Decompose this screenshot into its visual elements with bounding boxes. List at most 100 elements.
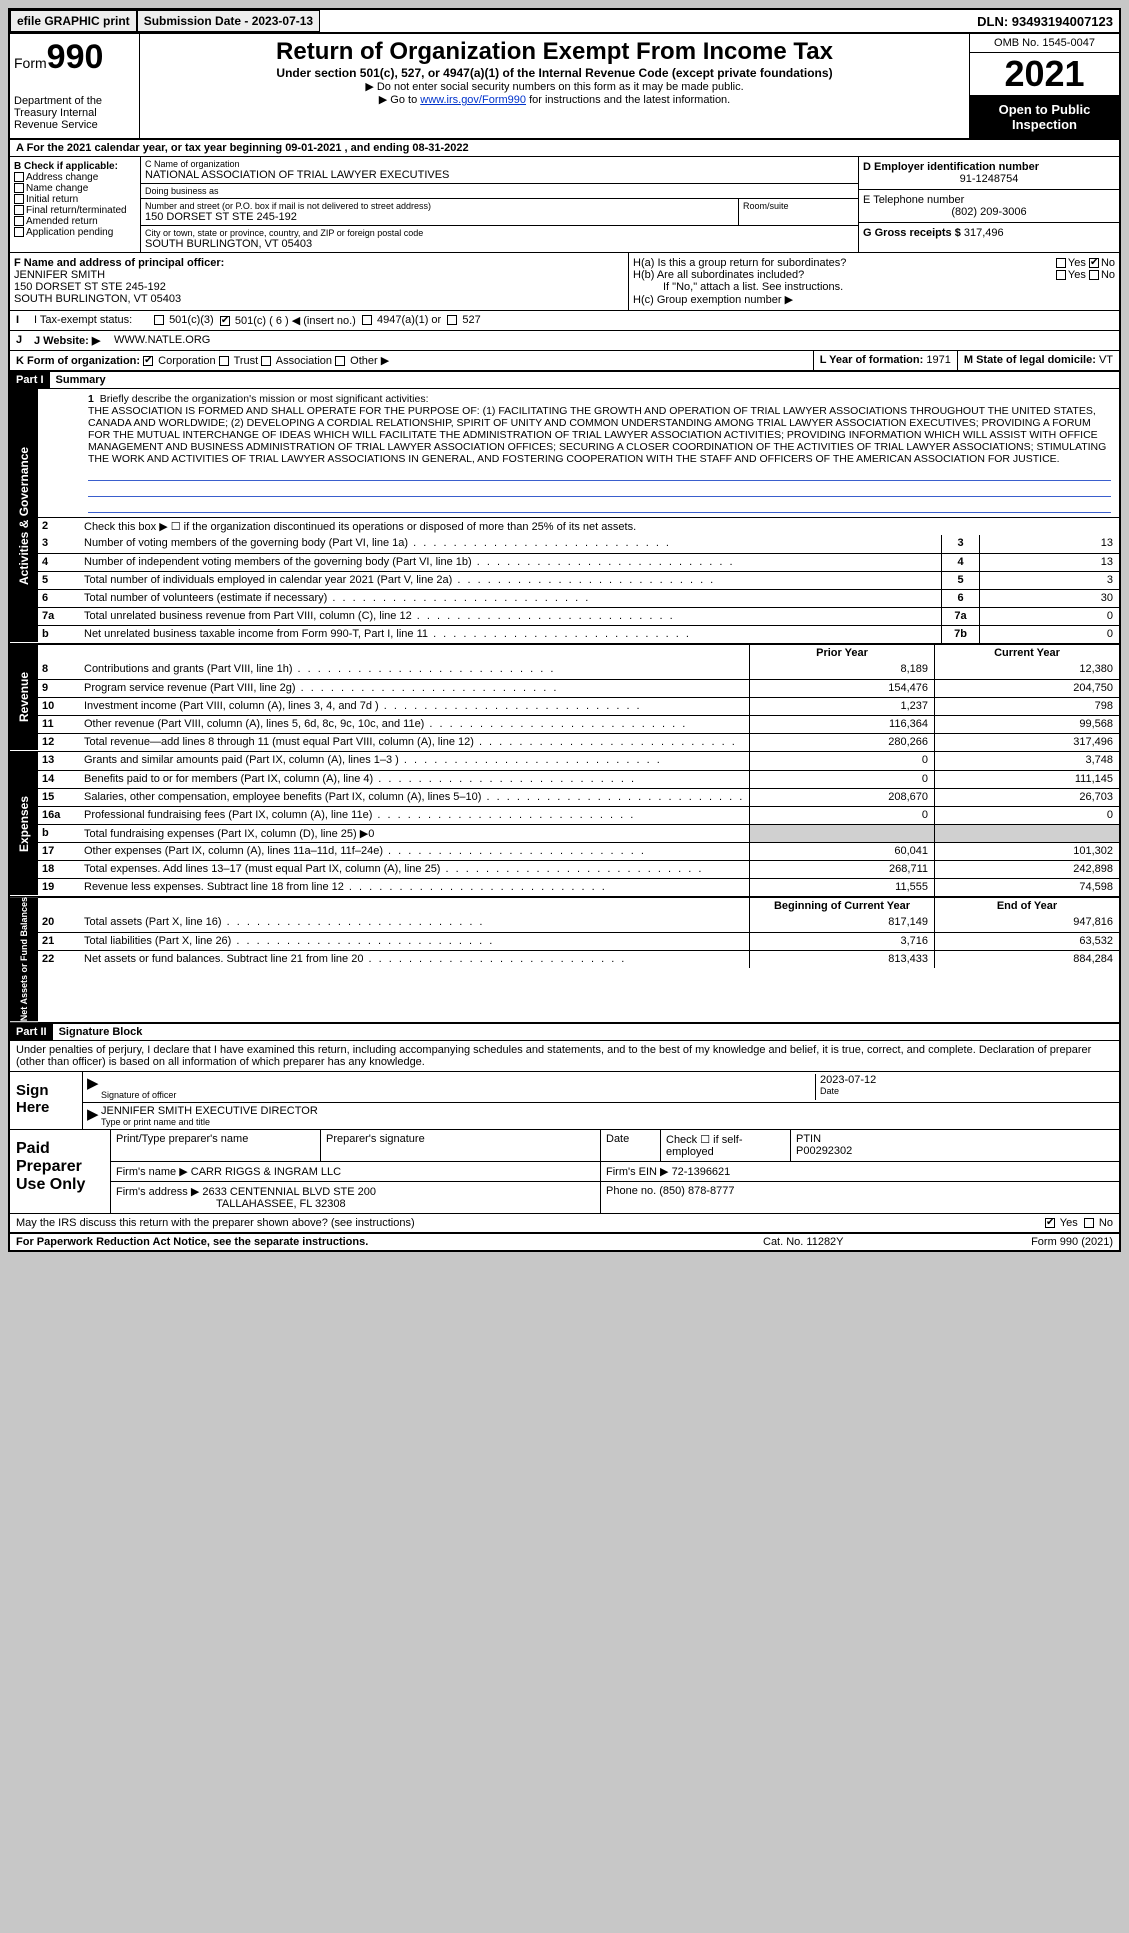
f-label: F Name and address of principal officer: — [14, 257, 624, 269]
phone-label: E Telephone number — [863, 194, 1115, 206]
tab-expenses: Expenses — [10, 752, 38, 896]
row-i: I I Tax-exempt status: 501(c)(3) 501(c) … — [10, 311, 1119, 331]
line-9: 9Program service revenue (Part VIII, lin… — [38, 679, 1119, 697]
h-c: H(c) Group exemption number ▶ — [633, 293, 1115, 306]
h-b2: If "No," attach a list. See instructions… — [633, 281, 1115, 293]
line-19: 19Revenue less expenses. Subtract line 1… — [38, 878, 1119, 896]
line-b: bTotal fundraising expenses (Part IX, co… — [38, 824, 1119, 842]
b-item-3[interactable]: Final return/terminated — [14, 205, 136, 216]
j-label: J Website: ▶ — [34, 334, 114, 347]
ein-label: D Employer identification number — [863, 161, 1115, 173]
discuss-no[interactable]: No — [1084, 1217, 1113, 1229]
form-990-page: efile GRAPHIC print Submission Date - 20… — [8, 8, 1121, 1252]
line-18: 18Total expenses. Add lines 13–17 (must … — [38, 860, 1119, 878]
col-d: D Employer identification number 91-1248… — [859, 157, 1119, 252]
footer-left: For Paperwork Reduction Act Notice, see … — [16, 1236, 763, 1248]
prep-date-label: Date — [601, 1130, 661, 1161]
h-a: H(a) Is this a group return for subordin… — [633, 257, 1115, 269]
paid-preparer: Paid Preparer Use Only — [10, 1130, 110, 1213]
title: Return of Organization Exempt From Incom… — [144, 38, 965, 66]
expenses-section: Expenses 13Grants and similar amounts pa… — [10, 752, 1119, 897]
i-label: I Tax-exempt status: — [34, 314, 154, 327]
topbar: efile GRAPHIC print Submission Date - 20… — [10, 10, 1119, 34]
line-20: 20Total assets (Part X, line 16)817,1499… — [38, 914, 1119, 932]
subtitle: Under section 501(c), 527, or 4947(a)(1)… — [144, 66, 965, 80]
ptin-label: PTIN — [796, 1133, 821, 1145]
line-3: 3Number of voting members of the governi… — [38, 535, 1119, 553]
line-17: 17Other expenses (Part IX, column (A), l… — [38, 842, 1119, 860]
col-b: B Check if applicable: Address change Na… — [10, 157, 140, 252]
b-item-2[interactable]: Initial return — [14, 194, 136, 205]
line-8: 8Contributions and grants (Part VIII, li… — [38, 661, 1119, 679]
firm-ein-label: Firm's EIN ▶ — [606, 1166, 669, 1178]
l2: Check this box ▶ ☐ if the organization d… — [80, 518, 1119, 535]
net-section: Net Assets or Fund Balances Beginning of… — [10, 897, 1119, 1024]
line-11: 11Other revenue (Part VIII, column (A), … — [38, 715, 1119, 733]
suite-label: Room/suite — [738, 199, 858, 225]
part-i-title: Summary — [50, 372, 112, 388]
i-opt-0[interactable]: 501(c)(3) — [154, 314, 214, 327]
b-item-0[interactable]: Address change — [14, 172, 136, 183]
row-klm: K Form of organization: Corporation Trus… — [10, 351, 1119, 372]
b-item-4[interactable]: Amended return — [14, 216, 136, 227]
sig-officer-label: Signature of officer — [101, 1090, 815, 1100]
discuss: May the IRS discuss this return with the… — [16, 1217, 1045, 1229]
firm-addr1: 2633 CENTENNIAL BLVD STE 200 — [202, 1186, 376, 1198]
sign-here: Sign Here — [10, 1072, 82, 1129]
row-j: J J Website: ▶ WWW.NATLE.ORG — [10, 331, 1119, 351]
footer: For Paperwork Reduction Act Notice, see … — [10, 1234, 1119, 1250]
c-name-label: C Name of organization — [145, 159, 854, 169]
note-pre: ▶ Go to — [379, 94, 420, 106]
ptin: P00292302 — [796, 1145, 852, 1157]
street: 150 DORSET ST STE 245-192 — [145, 211, 734, 223]
perjury: Under penalties of perjury, I declare th… — [10, 1041, 1119, 1072]
h-block: H(a) Is this a group return for subordin… — [629, 253, 1119, 310]
line-b: bNet unrelated business taxable income f… — [38, 625, 1119, 643]
department: Department of the Treasury Internal Reve… — [14, 95, 135, 131]
prep-sig-label: Preparer's signature — [321, 1130, 601, 1161]
footer-right: Form 990 (2021) — [963, 1236, 1113, 1248]
part-i-label: Part I — [10, 372, 50, 388]
i-opt-3[interactable]: 527 — [447, 314, 480, 327]
note-ssn: ▶ Do not enter social security numbers o… — [144, 80, 965, 93]
line-7a: 7aTotal unrelated business revenue from … — [38, 607, 1119, 625]
tab-activities: Activities & Governance — [10, 389, 38, 643]
omb: OMB No. 1545-0047 — [970, 34, 1119, 53]
gross-receipts: G Gross receipts $ 317,496 — [859, 223, 1119, 243]
dln: DLN: 93493194007123 — [971, 14, 1119, 29]
note-post: for instructions and the latest informat… — [526, 94, 730, 106]
tax-year: 2021 — [970, 53, 1119, 96]
fh-row: F Name and address of principal officer:… — [10, 253, 1119, 311]
note-goto: ▶ Go to www.irs.gov/Form990 for instruct… — [144, 93, 965, 106]
org-name: NATIONAL ASSOCIATION OF TRIAL LAWYER EXE… — [145, 169, 854, 181]
efile-button[interactable]: efile GRAPHIC print — [10, 10, 137, 32]
i-opt-2[interactable]: 4947(a)(1) or — [362, 314, 441, 327]
self-employed[interactable]: Check ☐ if self-employed — [661, 1130, 791, 1161]
city-label: City or town, state or province, country… — [145, 228, 854, 238]
firm-ein: 72-1396621 — [672, 1166, 731, 1178]
line-22: 22Net assets or fund balances. Subtract … — [38, 950, 1119, 968]
date-label: Date — [820, 1086, 1115, 1096]
line-15: 15Salaries, other compensation, employee… — [38, 788, 1119, 806]
row-a: A For the 2021 calendar year, or tax yea… — [10, 140, 1119, 157]
officer-typed: JENNIFER SMITH EXECUTIVE DIRECTOR — [101, 1105, 1115, 1117]
section-bc: B Check if applicable: Address change Na… — [10, 157, 1119, 253]
line-5: 5Total number of individuals employed in… — [38, 571, 1119, 589]
b-label: B Check if applicable: — [14, 161, 136, 172]
curr-hdr: Current Year — [934, 645, 1119, 661]
end-hdr: End of Year — [934, 898, 1119, 914]
prior-hdr: Prior Year — [749, 645, 934, 661]
i-opt-1[interactable]: 501(c) ( 6 ) ◀ (insert no.) — [220, 314, 356, 327]
open-public: Open to Public Inspection — [970, 96, 1119, 138]
b-item-5[interactable]: Application pending — [14, 227, 136, 238]
line-12: 12Total revenue—add lines 8 through 11 (… — [38, 733, 1119, 751]
irs-link[interactable]: www.irs.gov/Form990 — [420, 94, 526, 106]
discuss-yes[interactable]: Yes — [1045, 1217, 1078, 1229]
officer-name: JENNIFER SMITH — [14, 269, 624, 281]
officer-addr1: 150 DORSET ST STE 245-192 — [14, 281, 624, 293]
b-item-1[interactable]: Name change — [14, 183, 136, 194]
activities-section: Activities & Governance 1 Briefly descri… — [10, 389, 1119, 644]
website: WWW.NATLE.ORG — [114, 334, 210, 347]
line-16a: 16aProfessional fundraising fees (Part I… — [38, 806, 1119, 824]
firm-addr-label: Firm's address ▶ — [116, 1186, 199, 1198]
